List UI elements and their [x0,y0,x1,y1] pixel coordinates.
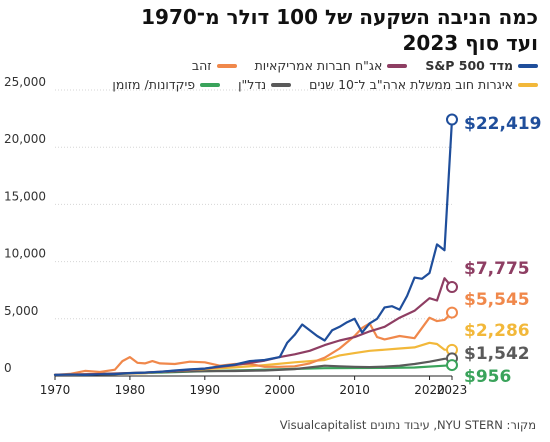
legend-swatch-corporate-bonds [387,63,408,68]
x-tick-label: 2023 [437,383,468,397]
end-marker-5 [446,359,458,372]
legend-label-treasury: איגרות חוב ממשלת ארה"ב ל־10 שנים [309,77,513,92]
legend-item-gold: זהב [192,58,237,73]
legend-item-cash: פיקדונות/ מזומן [112,77,221,92]
legend-row-1: מדד S&P 500 אג"ח חברות אמריקאיות זהב [8,58,538,73]
legend: מדד S&P 500 אג"ח חברות אמריקאיות זהב איג… [8,58,538,96]
legend-swatch-gold [216,63,237,68]
end-marker-1 [446,281,458,294]
x-tick-label: 1970 [40,383,71,397]
legend-item-treasury: איגרות חוב ממשלת ארה"ב ל־10 שנים [309,77,538,92]
y-tick-label: 25,000 [4,75,46,89]
end-label-5: $956 [464,367,511,387]
end-label-1: $7,775 [464,259,530,279]
legend-item-corporate-bonds: אג"ח חברות אמריקאיות [255,58,408,73]
legend-item-sp500: מדד S&P 500 [425,58,538,73]
title-line-2: ועד סוף 2023 [402,31,539,55]
y-tick-label: 5,000 [4,304,38,318]
legend-label-sp500: מדד S&P 500 [425,58,513,73]
y-tick-label: 15,000 [4,189,46,203]
source-note: מקור: NYU STERN, עיבוד נתונים Visualcapi… [279,418,536,432]
y-tick-label: 20,000 [4,132,46,146]
x-tick-label: 1990 [190,383,221,397]
end-label-0: $22,419 [464,114,541,134]
x-tick-label: 2010 [339,383,370,397]
series-line-2 [53,311,454,376]
chart-title: כמה הניבה השקעה של 100 דולר מ־1970 ועד ס… [8,4,538,56]
title-line-1: כמה הניבה השקעה של 100 דולר מ־1970 [141,5,538,29]
y-tick-label: 0 [4,361,12,375]
legend-row-2: איגרות חוב ממשלת ארה"ב ל־10 שנים נדל"ן פ… [8,77,538,92]
legend-item-real-estate: נדל"ן [238,77,292,92]
legend-swatch-treasury [518,82,538,87]
series-line-0 [53,118,454,376]
legend-label-gold: זהב [191,58,212,73]
end-marker-0 [446,113,458,126]
end-label-3: $2,286 [464,321,530,341]
end-label-4: $1,542 [464,344,530,364]
end-label-2: $5,545 [464,290,530,310]
legend-swatch-real-estate [271,82,292,87]
x-tick-label: 2000 [264,383,295,397]
legend-label-corporate-bonds: אג"ח חברות אמריקאיות [254,58,383,73]
legend-label-real-estate: נדל"ן [238,77,267,92]
legend-swatch-sp500 [518,63,538,68]
x-tick-label: 1980 [115,383,146,397]
end-marker-2 [446,306,458,319]
legend-label-cash: פיקדונות/ מזומן [112,77,196,92]
y-tick-label: 10,000 [4,247,46,261]
x-tick-label: 2020 [414,383,445,397]
legend-swatch-cash [200,82,221,87]
